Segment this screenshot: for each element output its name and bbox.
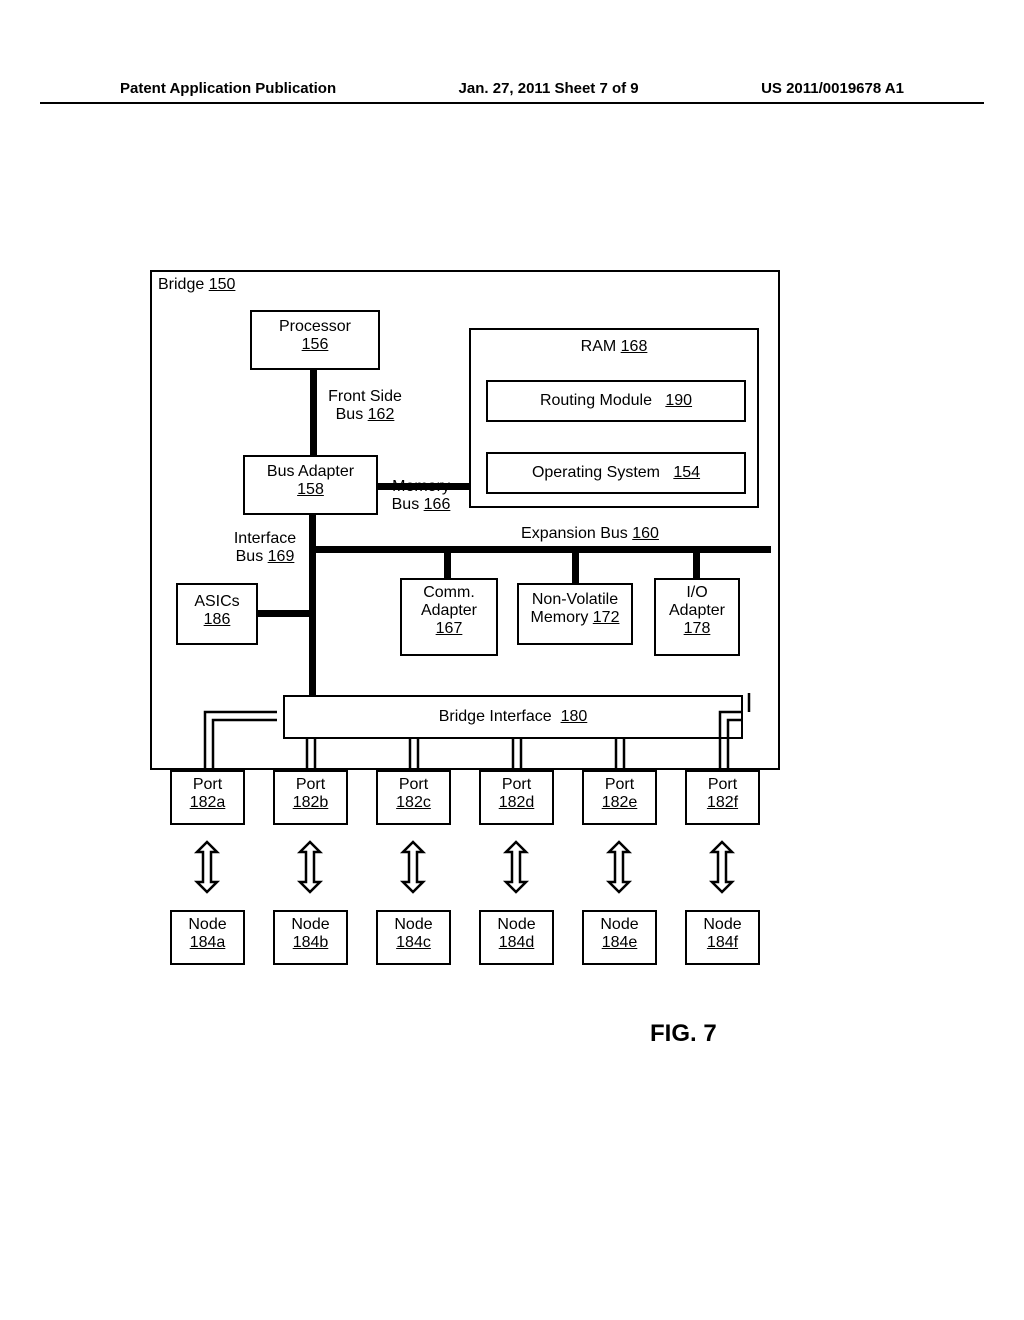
node-d: Node184d bbox=[479, 910, 554, 965]
node-f: Node184f bbox=[685, 910, 760, 965]
node-a: Node184a bbox=[170, 910, 245, 965]
node-b: Node184b bbox=[273, 910, 348, 965]
node-e: Node184e bbox=[582, 910, 657, 965]
port-node-arrows bbox=[0, 0, 1024, 1320]
node-c: Node184c bbox=[376, 910, 451, 965]
figure-caption: FIG. 7 bbox=[650, 1020, 717, 1048]
